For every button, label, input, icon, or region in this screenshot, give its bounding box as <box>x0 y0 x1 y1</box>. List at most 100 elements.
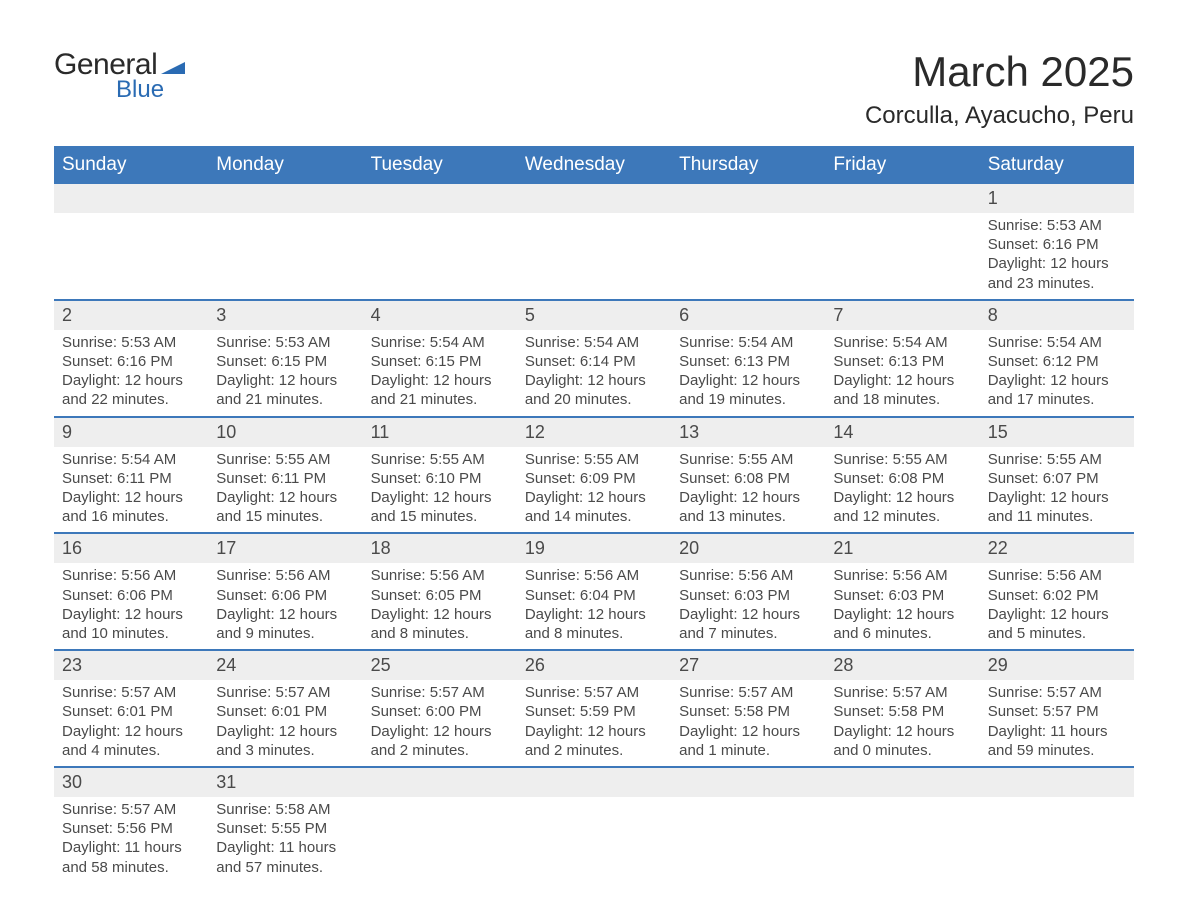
day-number-cell: 14 <box>825 417 979 447</box>
day-number-cell: 26 <box>517 650 671 680</box>
sunrise-line: Sunrise: 5:56 AM <box>525 566 663 585</box>
day-number-cell <box>825 184 979 213</box>
sunrise-line: Sunrise: 5:55 AM <box>216 450 354 469</box>
daylight-line: and 0 minutes. <box>833 741 971 760</box>
daylight-line: and 7 minutes. <box>679 624 817 643</box>
daylight-line: Daylight: 12 hours <box>525 605 663 624</box>
daylight-line: Daylight: 12 hours <box>62 722 200 741</box>
sunrise-line: Sunrise: 5:57 AM <box>833 683 971 702</box>
sunrise-line: Sunrise: 5:57 AM <box>679 683 817 702</box>
day-number-cell: 5 <box>517 300 671 330</box>
daylight-line: Daylight: 12 hours <box>371 722 509 741</box>
sunrise-line: Sunrise: 5:55 AM <box>679 450 817 469</box>
day-number-cell: 24 <box>208 650 362 680</box>
sunrise-line: Sunrise: 5:54 AM <box>679 333 817 352</box>
day-detail-cell: Sunrise: 5:54 AMSunset: 6:13 PMDaylight:… <box>825 330 979 417</box>
day-number-row: 9101112131415 <box>54 417 1134 447</box>
day-number-row: 16171819202122 <box>54 533 1134 563</box>
day-number-cell: 15 <box>980 417 1134 447</box>
daylight-line: and 8 minutes. <box>371 624 509 643</box>
daylight-line: and 17 minutes. <box>988 390 1126 409</box>
day-detail-cell: Sunrise: 5:56 AMSunset: 6:03 PMDaylight:… <box>825 563 979 650</box>
day-detail-cell <box>980 797 1134 883</box>
day-detail-cell: Sunrise: 5:57 AMSunset: 6:00 PMDaylight:… <box>363 680 517 767</box>
daylight-line: Daylight: 12 hours <box>62 605 200 624</box>
sunset-line: Sunset: 6:08 PM <box>833 469 971 488</box>
daylight-line: and 2 minutes. <box>371 741 509 760</box>
sunset-line: Sunset: 5:58 PM <box>833 702 971 721</box>
sunrise-line: Sunrise: 5:55 AM <box>833 450 971 469</box>
daylight-line: Daylight: 11 hours <box>216 838 354 857</box>
sunrise-line: Sunrise: 5:57 AM <box>62 800 200 819</box>
day-detail-cell: Sunrise: 5:56 AMSunset: 6:06 PMDaylight:… <box>208 563 362 650</box>
daylight-line: and 22 minutes. <box>62 390 200 409</box>
weekday-header: Wednesday <box>517 146 671 184</box>
sunset-line: Sunset: 6:05 PM <box>371 586 509 605</box>
day-number-cell: 12 <box>517 417 671 447</box>
day-detail-row: Sunrise: 5:54 AMSunset: 6:11 PMDaylight:… <box>54 447 1134 534</box>
sunset-line: Sunset: 6:12 PM <box>988 352 1126 371</box>
sunrise-line: Sunrise: 5:54 AM <box>833 333 971 352</box>
day-detail-cell: Sunrise: 5:55 AMSunset: 6:07 PMDaylight:… <box>980 447 1134 534</box>
sunrise-line: Sunrise: 5:55 AM <box>525 450 663 469</box>
sunrise-line: Sunrise: 5:56 AM <box>833 566 971 585</box>
sunset-line: Sunset: 6:04 PM <box>525 586 663 605</box>
day-number-cell: 7 <box>825 300 979 330</box>
sunset-line: Sunset: 6:16 PM <box>62 352 200 371</box>
sunset-line: Sunset: 6:01 PM <box>62 702 200 721</box>
sunset-line: Sunset: 5:58 PM <box>679 702 817 721</box>
day-number-cell: 27 <box>671 650 825 680</box>
day-detail-cell: Sunrise: 5:55 AMSunset: 6:11 PMDaylight:… <box>208 447 362 534</box>
daylight-line: Daylight: 12 hours <box>833 605 971 624</box>
day-number-cell: 31 <box>208 767 362 797</box>
day-detail-cell: Sunrise: 5:57 AMSunset: 5:58 PMDaylight:… <box>825 680 979 767</box>
daylight-line: and 21 minutes. <box>371 390 509 409</box>
daylight-line: Daylight: 12 hours <box>833 488 971 507</box>
day-detail-cell: Sunrise: 5:56 AMSunset: 6:06 PMDaylight:… <box>54 563 208 650</box>
day-detail-cell <box>825 213 979 300</box>
day-detail-cell <box>671 797 825 883</box>
sunset-line: Sunset: 6:06 PM <box>62 586 200 605</box>
daylight-line: Daylight: 11 hours <box>988 722 1126 741</box>
sunrise-line: Sunrise: 5:53 AM <box>62 333 200 352</box>
day-detail-cell <box>825 797 979 883</box>
sunset-line: Sunset: 6:00 PM <box>371 702 509 721</box>
day-number-cell <box>363 184 517 213</box>
day-number-cell <box>671 767 825 797</box>
day-number-cell: 11 <box>363 417 517 447</box>
sunrise-line: Sunrise: 5:57 AM <box>371 683 509 702</box>
day-detail-row: Sunrise: 5:56 AMSunset: 6:06 PMDaylight:… <box>54 563 1134 650</box>
calendar-table: SundayMondayTuesdayWednesdayThursdayFrid… <box>54 146 1134 883</box>
sunrise-line: Sunrise: 5:55 AM <box>988 450 1126 469</box>
sunrise-line: Sunrise: 5:57 AM <box>216 683 354 702</box>
day-number-cell: 23 <box>54 650 208 680</box>
daylight-line: Daylight: 12 hours <box>216 722 354 741</box>
day-detail-cell: Sunrise: 5:55 AMSunset: 6:10 PMDaylight:… <box>363 447 517 534</box>
day-number-cell: 25 <box>363 650 517 680</box>
daylight-line: Daylight: 12 hours <box>371 488 509 507</box>
header: General Blue March 2025 Corculla, Ayacuc… <box>54 48 1134 130</box>
daylight-line: Daylight: 12 hours <box>833 371 971 390</box>
sunrise-line: Sunrise: 5:57 AM <box>988 683 1126 702</box>
daylight-line: and 11 minutes. <box>988 507 1126 526</box>
daylight-line: and 21 minutes. <box>216 390 354 409</box>
sunset-line: Sunset: 6:06 PM <box>216 586 354 605</box>
day-detail-cell: Sunrise: 5:57 AMSunset: 6:01 PMDaylight:… <box>208 680 362 767</box>
day-detail-cell: Sunrise: 5:53 AMSunset: 6:15 PMDaylight:… <box>208 330 362 417</box>
daylight-line: and 58 minutes. <box>62 858 200 877</box>
day-detail-row: Sunrise: 5:57 AMSunset: 6:01 PMDaylight:… <box>54 680 1134 767</box>
day-detail-cell: Sunrise: 5:56 AMSunset: 6:02 PMDaylight:… <box>980 563 1134 650</box>
day-number-cell: 21 <box>825 533 979 563</box>
daylight-line: and 2 minutes. <box>525 741 663 760</box>
day-detail-cell: Sunrise: 5:53 AMSunset: 6:16 PMDaylight:… <box>54 330 208 417</box>
day-detail-cell <box>208 213 362 300</box>
sunset-line: Sunset: 5:55 PM <box>216 819 354 838</box>
daylight-line: and 57 minutes. <box>216 858 354 877</box>
daylight-line: and 15 minutes. <box>371 507 509 526</box>
day-detail-cell: Sunrise: 5:57 AMSunset: 5:59 PMDaylight:… <box>517 680 671 767</box>
day-number-cell: 20 <box>671 533 825 563</box>
day-detail-cell <box>363 213 517 300</box>
title-block: March 2025 Corculla, Ayacucho, Peru <box>865 48 1134 130</box>
weekday-header: Sunday <box>54 146 208 184</box>
day-number-cell: 30 <box>54 767 208 797</box>
